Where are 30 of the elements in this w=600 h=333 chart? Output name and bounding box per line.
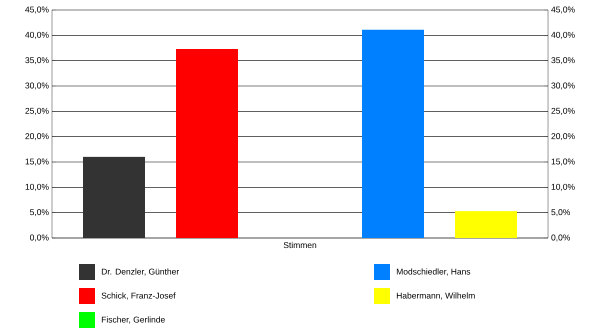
y-tick-label: 25,0%: [25, 108, 49, 115]
y2-tick-label: 30,0%: [551, 82, 575, 90]
y2-tick-label: 0,0%: [551, 234, 570, 242]
y2-tick-label: 10,0%: [552, 184, 575, 191]
y-tick-label: 30,0%: [25, 82, 49, 90]
y-tick-label: 10,0%: [26, 184, 49, 191]
y2-tick-label: 15,0%: [552, 158, 575, 166]
x-axis-title: Stimmen: [284, 242, 316, 248]
bar: [455, 211, 518, 238]
y-tick-label: 20,0%: [25, 133, 49, 140]
bar: [362, 30, 424, 238]
y-tick-label: 45,0%: [25, 6, 49, 14]
y2-tick-label: 40,0%: [551, 32, 575, 39]
y2-tick-label: 20,0%: [551, 133, 575, 140]
bar: [83, 156, 145, 238]
legend-label: Fischer, Gerlinde: [102, 316, 165, 324]
y-tick-label: 0,0%: [30, 234, 49, 242]
legend-label: Habermann, Wilhelm: [396, 292, 475, 300]
y2-tick-label: 35,0%: [551, 57, 575, 64]
y-tick-label: 35,0%: [25, 57, 49, 64]
y-tick-label: 40,0%: [25, 32, 49, 39]
legend-label: Schick, Franz-Josef: [102, 292, 176, 300]
y2-tick-label: 45,0%: [551, 6, 575, 14]
y-tick-label: 5,0%: [30, 209, 49, 216]
legend-label: Dr. Denzler, Günther: [102, 268, 180, 276]
y2-tick-label: 5,0%: [551, 209, 570, 216]
y2-tick-label: 25,0%: [551, 108, 575, 115]
bar: [176, 49, 238, 238]
y-tick-label: 15,0%: [26, 158, 49, 166]
legend-label: Modschiedler, Hans: [396, 268, 470, 276]
